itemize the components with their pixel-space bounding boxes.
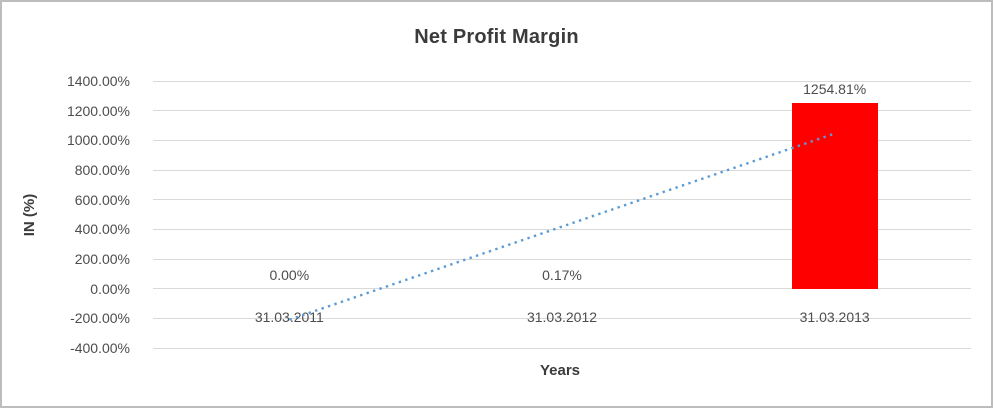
data-label: 0.00% — [269, 266, 310, 283]
y-tick-label: -200.00% — [70, 310, 130, 327]
category-label: 31.03.2012 — [526, 309, 598, 325]
bar-31.03.2013 — [791, 102, 878, 289]
y-tick-label: 0.00% — [90, 280, 130, 297]
chart-title: Net Profit Margin — [414, 26, 579, 48]
y-tick-label: 400.00% — [74, 221, 130, 238]
category-label: 31.03.2013 — [799, 309, 870, 325]
y-tick-label: 800.00% — [74, 162, 130, 178]
x-axis-title: Years — [539, 362, 581, 379]
trendline — [288, 132, 836, 321]
y-tick-label: 600.00% — [74, 191, 130, 208]
gridline — [153, 347, 971, 349]
y-tick-label: 1400.00% — [66, 73, 130, 89]
data-label: 0.17% — [542, 266, 582, 283]
category-label: 31.03.2011 — [254, 309, 324, 325]
gridline — [153, 110, 971, 112]
gridline — [153, 80, 971, 82]
y-tick-label: 200.00% — [74, 251, 130, 267]
data-label: 1254.81% — [803, 80, 867, 97]
y-tick-label: 1000.00% — [66, 132, 130, 149]
y-tick-label: -400.00% — [70, 340, 130, 356]
y-tick-label: 1200.00% — [66, 102, 130, 119]
